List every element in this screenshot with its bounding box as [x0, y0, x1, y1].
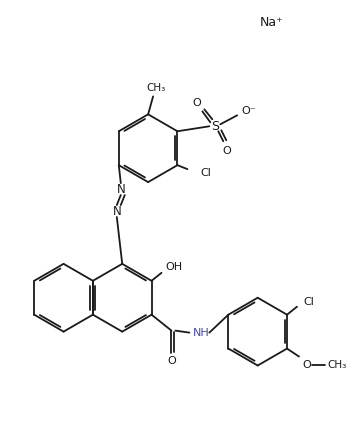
Text: NH: NH: [193, 327, 210, 338]
Text: CH₃: CH₃: [147, 83, 166, 93]
Text: O: O: [167, 356, 176, 365]
Text: Cl: Cl: [200, 168, 211, 178]
Text: O: O: [222, 146, 231, 156]
Text: OH: OH: [165, 262, 182, 272]
Text: S: S: [211, 120, 219, 133]
Text: Na⁺: Na⁺: [260, 16, 284, 29]
Text: N: N: [112, 204, 121, 218]
Text: O: O: [192, 98, 201, 108]
Text: O: O: [302, 359, 311, 369]
Text: CH₃: CH₃: [327, 359, 346, 369]
Text: Cl: Cl: [303, 297, 314, 307]
Text: N: N: [116, 183, 125, 196]
Text: O⁻: O⁻: [242, 106, 256, 116]
